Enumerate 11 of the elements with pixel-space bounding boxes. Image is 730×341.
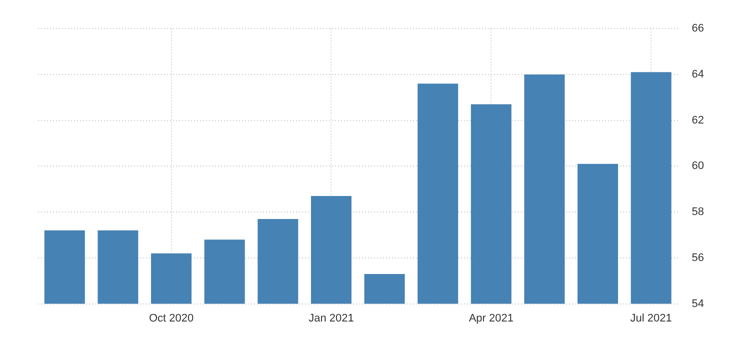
y-tick-label: 62 xyxy=(692,114,704,126)
y-tick-label: 60 xyxy=(692,160,704,172)
y-tick-label: 66 xyxy=(692,22,704,35)
y-tick-label: 64 xyxy=(692,68,704,80)
y-tick-label: 58 xyxy=(692,206,704,218)
y-tick-label: 56 xyxy=(692,252,704,264)
x-tick-label: Jan 2021 xyxy=(308,312,354,324)
x-tick-label: Oct 2020 xyxy=(148,312,194,324)
x-tick-label: Jul 2021 xyxy=(630,312,672,324)
x-tick-label: Apr 2021 xyxy=(468,312,514,324)
y-tick-label: 54 xyxy=(692,298,704,310)
